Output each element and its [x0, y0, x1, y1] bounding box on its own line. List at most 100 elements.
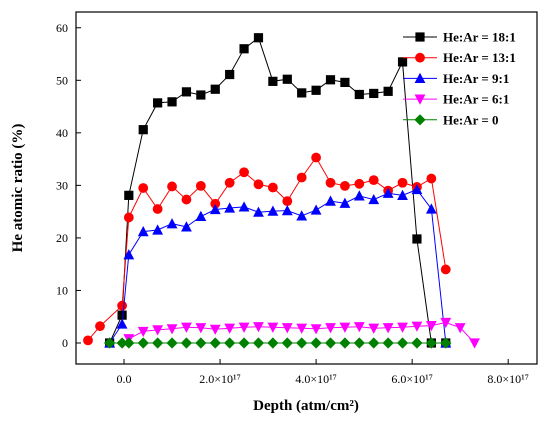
data-point	[396, 337, 409, 349]
data-point	[426, 173, 437, 184]
legend-item-3: He:Ar = 6:1	[403, 92, 509, 107]
data-point	[353, 322, 365, 333]
data-point	[181, 194, 192, 205]
data-point	[116, 318, 128, 329]
legend-label: He:Ar = 18:1	[443, 30, 516, 45]
data-point	[137, 326, 149, 338]
data-point	[152, 337, 164, 349]
data-point	[225, 69, 235, 80]
data-point	[310, 324, 322, 335]
data-point	[166, 324, 178, 335]
legend-label: He:Ar = 6:1	[443, 92, 509, 107]
data-point	[238, 322, 250, 333]
data-point	[253, 179, 264, 190]
data-point	[325, 323, 336, 334]
y-tick-label: 40	[56, 126, 68, 140]
y-axis-title: He atomic ratio (%)	[10, 124, 26, 253]
data-point	[210, 198, 221, 209]
data-point	[181, 221, 192, 232]
data-point	[353, 190, 365, 201]
data-point	[296, 323, 308, 334]
data-point	[116, 337, 128, 349]
data-point	[339, 197, 351, 208]
data-point	[95, 321, 105, 332]
plot-frame	[75, 11, 538, 365]
data-point	[368, 193, 380, 205]
data-point	[368, 337, 380, 349]
y-tick-label: 60	[56, 21, 68, 35]
data-point	[296, 172, 307, 183]
data-point	[117, 300, 127, 311]
legend: He:Ar = 18:1 He:Ar = 13:1 He:Ar = 9:1 He:Ar…	[403, 30, 516, 127]
data-point	[440, 317, 452, 329]
data-point	[440, 264, 451, 275]
x-tick-label: 2.0×10¹⁷	[199, 372, 241, 386]
data-point	[252, 337, 265, 349]
data-point	[311, 152, 322, 163]
data-point	[397, 177, 408, 188]
data-point	[353, 337, 365, 349]
data-point	[267, 182, 278, 193]
legend-marker	[414, 114, 426, 126]
data-point	[354, 178, 365, 189]
y-tick-label: 50	[56, 73, 68, 87]
data-point	[239, 167, 249, 178]
data-point	[138, 125, 148, 135]
data-point	[339, 337, 351, 349]
data-point	[195, 180, 206, 191]
data-point	[310, 337, 322, 349]
data-point	[296, 210, 308, 221]
data-point	[397, 189, 408, 200]
legend-marker	[414, 94, 426, 105]
data-point	[152, 204, 163, 214]
data-point	[325, 177, 336, 188]
data-point	[210, 84, 220, 94]
data-point	[209, 337, 221, 349]
data-point	[181, 322, 192, 333]
data-point	[281, 337, 293, 349]
x-axis-title: Depth (atm/cm²)	[253, 398, 359, 414]
data-point	[123, 212, 134, 223]
data-point	[397, 57, 408, 67]
axis-ticks: 0 10 20 30 40 50 60 0.0 2.0×10¹⁷ 4.0×10¹⁷ 6.0×10¹⁷…	[56, 21, 529, 386]
data-point	[137, 226, 149, 237]
data-point	[209, 324, 221, 335]
data-point	[153, 98, 163, 108]
legend-item-1: He:Ar = 13:1	[403, 50, 516, 65]
data-point	[425, 337, 437, 349]
data-point	[412, 234, 422, 244]
data-point	[167, 97, 177, 107]
data-point	[425, 203, 437, 214]
legend-marker	[415, 52, 425, 63]
data-point	[340, 77, 350, 87]
data-point	[340, 180, 350, 191]
data-point	[411, 337, 423, 349]
data-point	[368, 175, 379, 186]
data-point	[195, 210, 207, 221]
data-point	[310, 204, 322, 215]
data-point	[268, 76, 278, 86]
data-point	[83, 335, 93, 346]
data-point	[195, 323, 207, 334]
data-point	[281, 204, 293, 216]
x-tick-label: 4.0×10¹⁷	[295, 372, 337, 386]
data-point	[167, 181, 177, 192]
data-point	[123, 337, 135, 349]
y-tick-label: 10	[56, 283, 68, 297]
data-point	[166, 337, 178, 349]
x-tick-label: 8.0×10¹⁷	[487, 372, 529, 386]
data-point	[224, 202, 236, 213]
data-point	[311, 85, 321, 95]
data-point	[267, 337, 279, 349]
data-point	[117, 310, 127, 320]
legend-label: He:Ar = 9:1	[443, 71, 509, 86]
data-point	[180, 337, 193, 349]
legend-item-4: He:Ar = 0	[403, 112, 499, 127]
data-point	[124, 190, 134, 200]
data-point	[123, 249, 135, 260]
data-point	[166, 218, 178, 229]
data-point	[253, 322, 264, 333]
data-point	[152, 224, 164, 235]
data-point	[239, 44, 249, 54]
